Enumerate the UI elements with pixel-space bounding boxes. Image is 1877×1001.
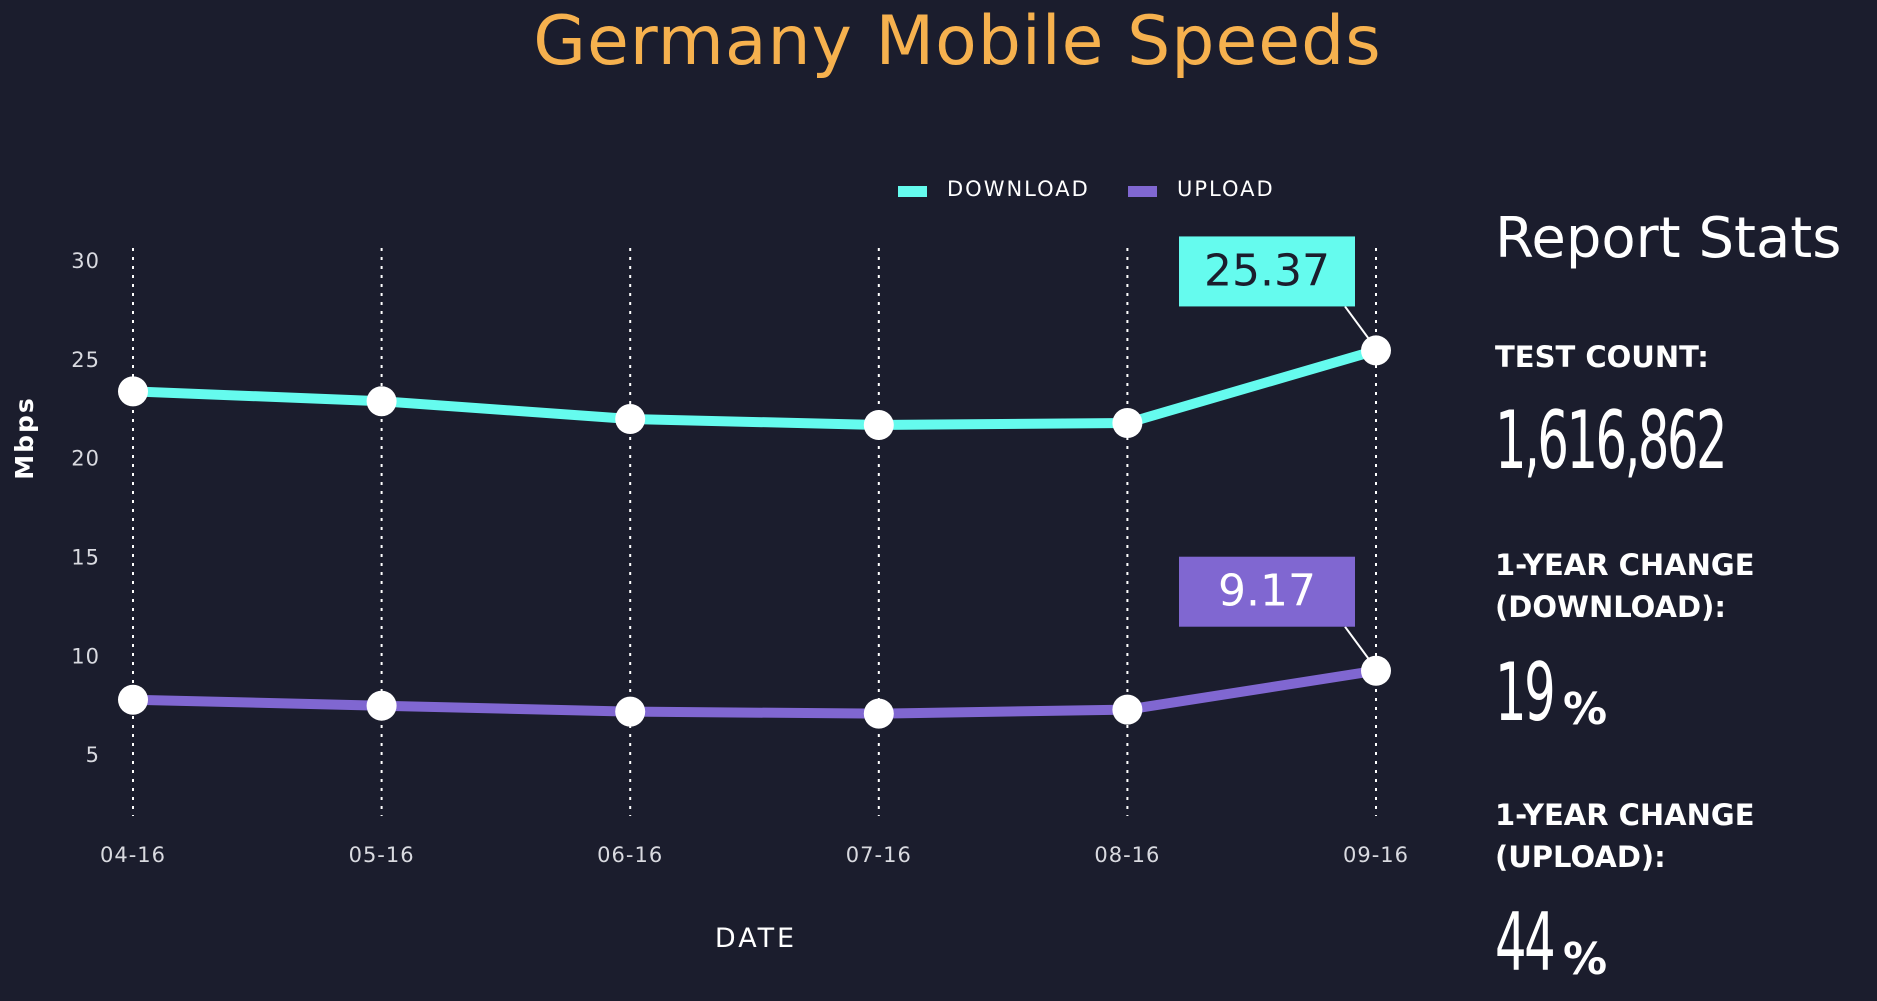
y-tick-label: 5 bbox=[86, 743, 100, 767]
test-count-value: 1,616,862 bbox=[1495, 394, 1866, 487]
download-callout: 25.37 bbox=[1179, 236, 1371, 342]
download-point bbox=[1112, 407, 1143, 438]
legend-label-upload: UPLOAD bbox=[1177, 177, 1275, 201]
download-callout-box bbox=[1179, 236, 1355, 307]
download-point bbox=[118, 376, 148, 407]
legend-swatch-upload bbox=[1128, 186, 1157, 197]
legend: DOWNLOAD UPLOAD bbox=[898, 177, 1275, 201]
download-callout-leader bbox=[1344, 305, 1371, 342]
download-callout-value: 25.37 bbox=[1204, 245, 1330, 296]
upload-line bbox=[128, 665, 1381, 719]
download-change-label: 1-YEAR CHANGE (DOWNLOAD): bbox=[1495, 544, 1755, 628]
y-axis-label: Mbps bbox=[10, 396, 39, 480]
upload-change-label: 1-YEAR CHANGE (UPLOAD): bbox=[1495, 794, 1755, 878]
download-change-label-line-2: (DOWNLOAD): bbox=[1495, 590, 1726, 624]
upload-change-label-line-2: (UPLOAD): bbox=[1495, 840, 1666, 874]
x-tick-label: 06-16 bbox=[597, 843, 663, 867]
y-tick-label: 15 bbox=[71, 545, 100, 569]
y-tick-label: 20 bbox=[71, 447, 100, 471]
upload-point bbox=[1361, 655, 1391, 686]
download-change-value: 19% bbox=[1495, 646, 1607, 739]
y-axis: 5 10 15 20 25 30 Mbps bbox=[10, 249, 100, 767]
chart-title: Germany Mobile Speeds bbox=[533, 2, 1382, 81]
x-axis: 04-16 05-16 06-16 07-16 08-16 09-16 DATE bbox=[100, 843, 1409, 954]
test-count-number: 1,616,862 bbox=[1495, 394, 1728, 487]
x-tick-label: 09-16 bbox=[1343, 843, 1409, 867]
legend-label-download: DOWNLOAD bbox=[947, 177, 1090, 201]
download-change-label-line-1: 1-YEAR CHANGE bbox=[1495, 548, 1755, 582]
upload-callout-leader bbox=[1344, 626, 1371, 662]
x-axis-label: DATE bbox=[715, 923, 797, 954]
download-point bbox=[863, 409, 894, 440]
x-tick-label: 04-16 bbox=[100, 843, 166, 867]
line-chart: 5 10 15 20 25 30 Mbps 04-16 05-16 06-16 07-16 08-16… bbox=[10, 177, 1409, 954]
upload-point bbox=[366, 690, 397, 721]
upload-change-value: 44% bbox=[1495, 896, 1607, 989]
upload-callout: 9.17 bbox=[1179, 556, 1371, 662]
series-upload bbox=[118, 655, 1391, 729]
download-point bbox=[1361, 335, 1391, 366]
upload-change-number: 44 bbox=[1495, 896, 1556, 989]
upload-point bbox=[118, 684, 148, 715]
download-change-percent: % bbox=[1563, 684, 1608, 735]
gridlines bbox=[132, 248, 1377, 816]
series-download bbox=[118, 335, 1391, 440]
y-tick-label: 30 bbox=[71, 249, 100, 273]
y-tick-label: 25 bbox=[71, 348, 100, 372]
download-point bbox=[366, 386, 397, 417]
upload-point bbox=[863, 698, 894, 729]
download-point bbox=[615, 404, 646, 435]
x-tick-label: 08-16 bbox=[1094, 843, 1160, 867]
download-line bbox=[128, 345, 1381, 430]
x-tick-label: 05-16 bbox=[349, 843, 415, 867]
x-tick-label: 07-16 bbox=[846, 843, 912, 867]
y-tick-label: 10 bbox=[71, 644, 100, 668]
report-stats-title: Report Stats bbox=[1495, 206, 1842, 271]
upload-point bbox=[1112, 694, 1143, 725]
upload-callout-value: 9.17 bbox=[1218, 566, 1316, 617]
download-change-number: 19 bbox=[1495, 646, 1556, 739]
upload-point bbox=[615, 696, 646, 727]
upload-change-label-line-1: 1-YEAR CHANGE bbox=[1495, 798, 1755, 832]
upload-callout-box bbox=[1179, 556, 1355, 627]
test-count-label: TEST COUNT: bbox=[1495, 340, 1709, 374]
upload-change-percent: % bbox=[1563, 934, 1608, 985]
legend-swatch-download bbox=[898, 186, 927, 197]
